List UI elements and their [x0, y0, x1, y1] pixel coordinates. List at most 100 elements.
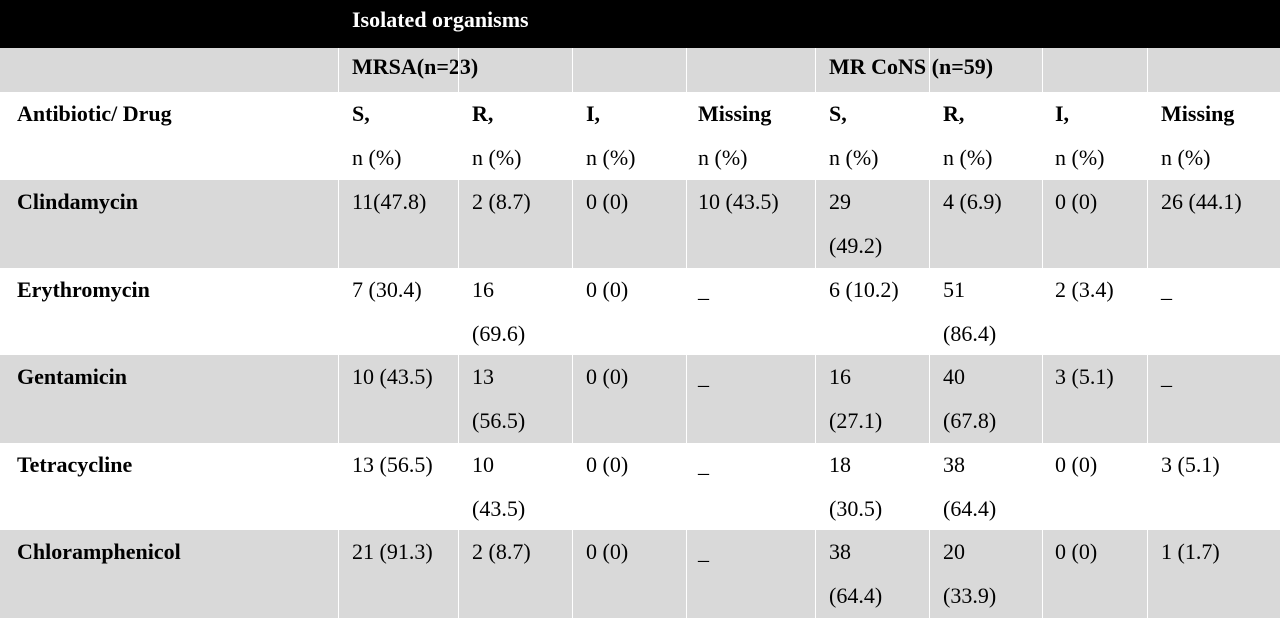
cell-line: 2 (3.4)	[1055, 276, 1114, 302]
column-divider	[1147, 48, 1148, 618]
table-row: Clindamycin 11(47.8) 2 (8.7) 0 (0) 10 (43.5)…	[0, 180, 1280, 268]
table-cell: 1 (1.7)	[1161, 530, 1220, 618]
cell-line: 16	[472, 276, 494, 302]
table-cell: 2 (8.7)	[472, 180, 531, 268]
column-header-label: S,	[829, 101, 847, 126]
table-cell: 3 (5.1)	[1161, 443, 1220, 531]
column-divider	[686, 48, 687, 618]
table-cell: 38 (64.4)	[829, 530, 882, 618]
cell-line: (67.8)	[943, 408, 997, 434]
column-header-unit: n (%)	[352, 145, 402, 170]
column-header-label: I,	[586, 101, 601, 126]
cell-line: 51	[943, 276, 965, 302]
column-header-label: R,	[472, 101, 494, 126]
column-header: I, n (%)	[586, 92, 635, 180]
column-header: S, n (%)	[352, 92, 401, 180]
cell-line: (33.9)	[943, 583, 997, 609]
cell-line: 16	[829, 364, 851, 390]
drug-name: Erythromycin	[17, 276, 150, 302]
table-cell: 6 (10.2)	[829, 268, 899, 356]
cell-line: 6 (10.2)	[829, 276, 899, 302]
table-cell: 18 (30.5)	[829, 443, 882, 531]
table-cell: 2 (3.4)	[1055, 268, 1114, 356]
group-row: MRSA(n=23) MR CoNS (n=59)	[0, 48, 1280, 92]
drug-name: Clindamycin	[17, 189, 139, 214]
table-cell: 0 (0)	[586, 355, 628, 443]
column-header-label: R,	[943, 101, 965, 126]
table-row: Chloramphenicol 21 (91.3) 2 (8.7) 0 (0) _ 38 (…	[0, 530, 1280, 618]
table-cell: 13 (56.5)	[352, 443, 433, 531]
title-row: Isolated organisms	[0, 0, 1280, 48]
cell-line: 0 (0)	[1055, 451, 1098, 477]
cell-line: 38	[943, 451, 965, 477]
table-cell: _	[698, 443, 709, 531]
cell-line: (30.5)	[829, 495, 883, 521]
column-header: R, n (%)	[472, 92, 521, 180]
table-cell: _	[698, 530, 709, 618]
table-cell: 38 (64.4)	[943, 443, 996, 531]
table-cell: _	[698, 268, 709, 356]
cell-line: 10 (43.5)	[352, 364, 433, 390]
table-cell: 0 (0)	[586, 180, 628, 268]
cell-line: _	[1161, 364, 1172, 390]
cell-line: 13 (56.5)	[352, 451, 433, 477]
table-cell: 21 (91.3)	[352, 530, 433, 618]
table-cell: 20 (33.9)	[943, 530, 996, 618]
column-divider	[815, 48, 816, 618]
column-header-row: Antibiotic/ Drug S, n (%) R, n (%) I, n (%) Mi…	[0, 92, 1280, 180]
group-mrsa: MRSA(n=23)	[352, 54, 479, 79]
column-header-unit: n (%)	[1161, 145, 1211, 170]
column-header-unit: n (%)	[829, 145, 879, 170]
table-cell: 7 (30.4)	[352, 268, 422, 356]
table-row: Tetracycline 13 (56.5) 10 (43.5) 0 (0) _ 18 (30…	[0, 442, 1280, 531]
cell-line: 21 (91.3)	[352, 539, 433, 565]
cell-line: (69.6)	[472, 320, 526, 346]
cell-line: (64.4)	[829, 583, 883, 609]
cell-line: 0 (0)	[586, 189, 629, 214]
table-cell: _	[1161, 268, 1172, 356]
drug-name: Chloramphenicol	[17, 539, 181, 565]
cell-line: 0 (0)	[1055, 189, 1098, 214]
cell-line: 3 (5.1)	[1161, 451, 1220, 477]
table-cell: 29 (49.2)	[829, 180, 882, 268]
cell-line: 0 (0)	[586, 276, 629, 302]
table-cell: 2 (8.7)	[472, 530, 531, 618]
table-row: Erythromycin 7 (30.4) 16 (69.6) 0 (0) _ 6 (10.…	[0, 267, 1280, 356]
column-header-unit: n (%)	[698, 145, 748, 170]
table-cell: 26 (44.1)	[1161, 180, 1242, 268]
cell-line: 10	[472, 451, 494, 477]
column-header-label: Missing	[1161, 101, 1235, 126]
column-divider	[572, 48, 573, 618]
cell-line: 3 (5.1)	[1055, 364, 1114, 390]
cell-line: (86.4)	[943, 320, 997, 346]
table-cell: 10 (43.5)	[698, 180, 779, 268]
table-cell: 0 (0)	[1055, 443, 1097, 531]
table-cell: 0 (0)	[586, 530, 628, 618]
cell-line: 18	[829, 451, 851, 477]
cell-line: 38	[829, 539, 851, 565]
drug-name: Gentamicin	[17, 364, 127, 390]
column-divider	[338, 48, 339, 618]
drug-column-header: Antibiotic/ Drug	[17, 101, 172, 126]
table-cell: 10 (43.5)	[472, 443, 525, 531]
cell-line: 0 (0)	[586, 364, 629, 390]
drug-name: Tetracycline	[17, 451, 133, 477]
column-divider	[458, 48, 459, 618]
cell-line: 4 (6.9)	[943, 189, 1002, 214]
column-divider	[929, 48, 930, 618]
table-cell: 0 (0)	[586, 268, 628, 356]
cell-line: 11(47.8)	[352, 189, 427, 214]
column-header-label: I,	[1055, 101, 1070, 126]
cell-line: 7 (30.4)	[352, 276, 422, 302]
cell-line: _	[1161, 276, 1172, 302]
column-header-unit: n (%)	[472, 145, 522, 170]
cell-line: _	[698, 364, 709, 390]
table-title: Isolated organisms	[352, 7, 529, 32]
table-cell: _	[1161, 355, 1172, 443]
column-header: S, n (%)	[829, 92, 878, 180]
column-header: I, n (%)	[1055, 92, 1104, 180]
column-header-unit: n (%)	[943, 145, 993, 170]
table-cell: 0 (0)	[586, 443, 628, 531]
cell-line: 10 (43.5)	[698, 189, 779, 214]
